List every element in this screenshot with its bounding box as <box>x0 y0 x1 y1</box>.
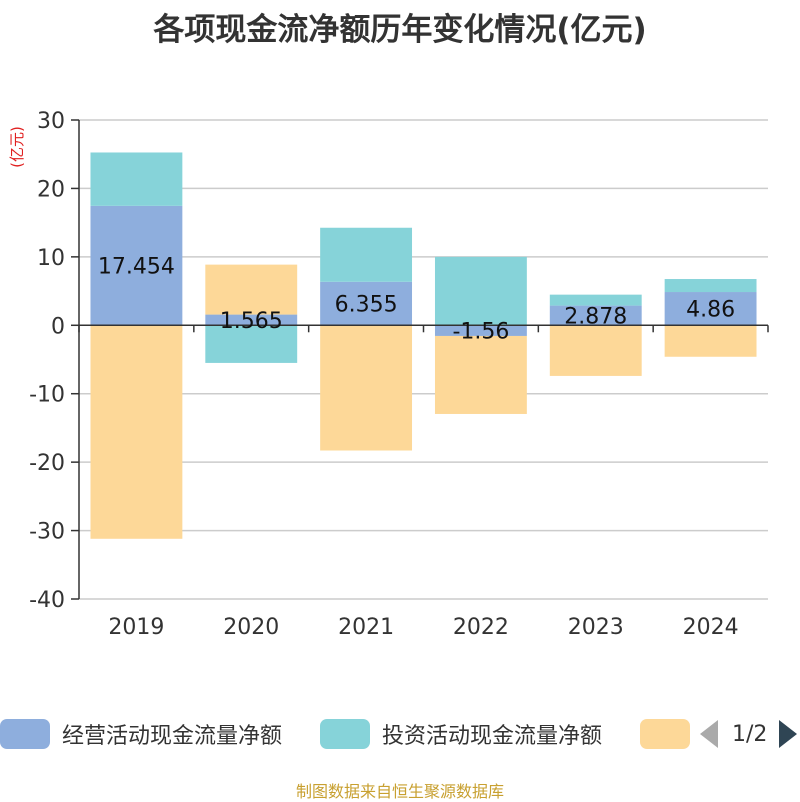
x-tick-label: 2021 <box>338 615 394 640</box>
legend-swatch-operating <box>0 719 50 749</box>
x-tick-label: 2020 <box>223 615 279 640</box>
y-tick-label: -40 <box>29 588 65 613</box>
bar-2024-series-2[interactable] <box>664 325 757 357</box>
bar-2022-series-1[interactable] <box>434 256 527 326</box>
legend: 经营活动现金流量净额 投资活动现金流量净额 1/2 <box>0 718 800 750</box>
data-labels: 17.454 1.565 6.355 -1.56 2.878 4.86 <box>98 255 735 345</box>
data-label-2020: 1.565 <box>220 309 283 334</box>
bar-chart: 30 20 10 0 -10 -20 -30 -40 (亿元) 2019 2020 2021 2022 2… <box>8 109 769 640</box>
bar-2021-series-0[interactable] <box>320 281 413 326</box>
legend-item-financing[interactable] <box>640 718 702 750</box>
axes: 30 20 10 0 -10 -20 -30 -40 (亿元) 2019 2020 2021 2022 2… <box>8 109 769 640</box>
bar-2023-series-0[interactable] <box>549 305 642 326</box>
bar-2019-series-1[interactable] <box>90 152 183 206</box>
pager-page-text: 1/2 <box>732 721 768 747</box>
data-label-2022: -1.56 <box>452 320 509 345</box>
y-tick-label: 0 <box>51 314 65 339</box>
y-tick-label: 30 <box>37 109 65 134</box>
bar-2020-series-0[interactable] <box>205 314 298 326</box>
legend-item-operating[interactable]: 经营活动现金流量净额 <box>0 718 282 750</box>
bar-2024-series-1[interactable] <box>664 279 757 293</box>
x-tick-label: 2023 <box>568 615 624 640</box>
bar-2020-series-2[interactable] <box>205 264 298 315</box>
bar-2023-series-2[interactable] <box>549 325 642 376</box>
x-tick-label: 2019 <box>108 615 164 640</box>
y-tick-label: -30 <box>29 520 65 545</box>
data-label-2021: 6.355 <box>335 293 398 318</box>
pager-next-icon[interactable] <box>779 720 798 748</box>
bar-2020-series-1[interactable] <box>205 325 298 363</box>
legend-item-investing[interactable]: 投资活动现金流量净额 <box>320 718 602 750</box>
bar-2022-series-0[interactable] <box>434 325 527 336</box>
legend-label-investing: 投资活动现金流量净额 <box>382 724 603 749</box>
legend-swatch-financing <box>640 719 690 749</box>
chart-title: 各项现金流净额历年变化情况(亿元) <box>153 12 647 48</box>
legend-pager: 1/2 <box>700 718 798 750</box>
data-label-2019: 17.454 <box>98 255 175 280</box>
y-tick-label: 20 <box>37 177 65 202</box>
bar-2021-series-1[interactable] <box>320 227 413 282</box>
bar-2022-series-2[interactable] <box>434 335 527 414</box>
bar-2024-series-0[interactable] <box>664 292 757 326</box>
bar-2019-series-2[interactable] <box>90 325 183 539</box>
pager-prev-icon[interactable] <box>700 720 718 748</box>
source-footer: 制图数据来自恒生聚源数据库 <box>295 782 504 801</box>
legend-swatch-investing <box>320 719 370 749</box>
bar-2023-series-1[interactable] <box>549 294 642 306</box>
data-label-2024: 4.86 <box>686 298 735 323</box>
bars <box>90 152 757 539</box>
x-tick-label: 2024 <box>683 615 739 640</box>
x-tick-label: 2022 <box>453 615 509 640</box>
y-axis-label: (亿元) <box>8 126 26 168</box>
bar-2019-series-0[interactable] <box>90 205 183 326</box>
y-tick-label: 10 <box>37 246 65 271</box>
bar-2021-series-2[interactable] <box>320 325 413 451</box>
y-tick-label: -10 <box>29 383 65 408</box>
legend-label-operating: 经营活动现金流量净额 <box>62 724 283 749</box>
data-label-2023: 2.878 <box>564 304 627 329</box>
y-tick-label: -20 <box>29 451 65 476</box>
